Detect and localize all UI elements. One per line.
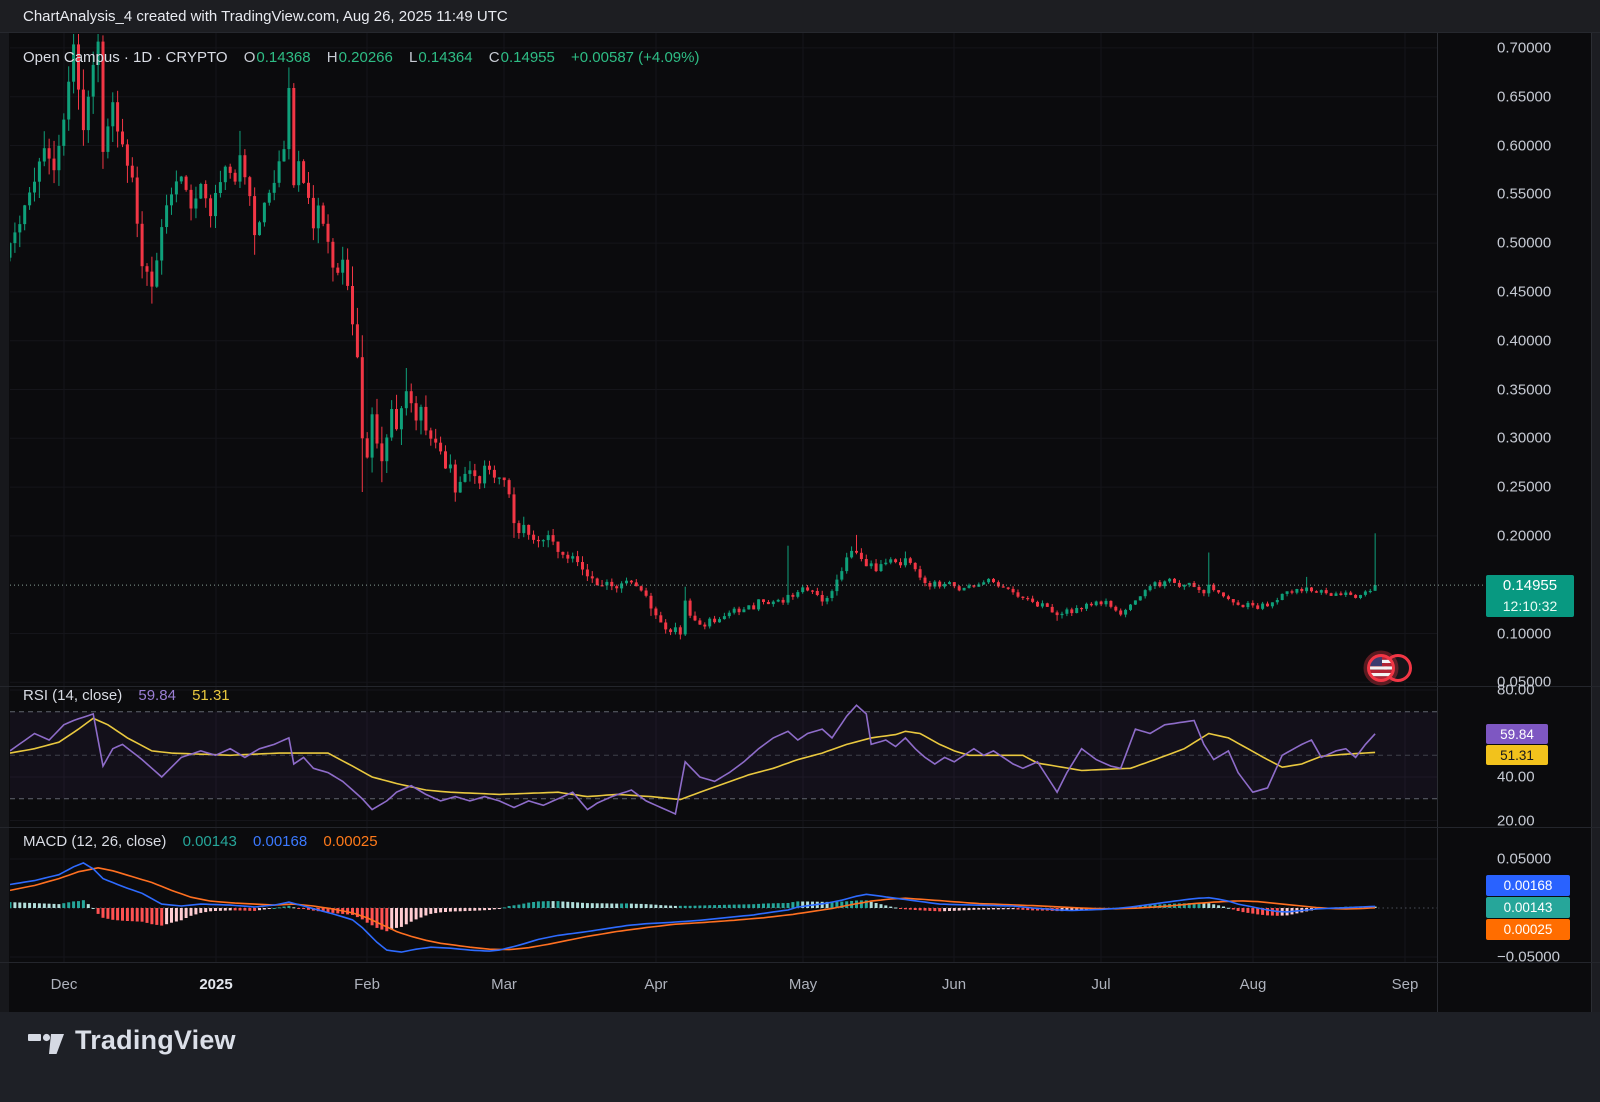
close-value: 0.14955 [500,49,555,66]
symbol-meta: · 1D · CRYPTO [119,49,228,66]
rsi-ma-line [10,717,1376,801]
tradingview-logo-icon [28,1033,64,1054]
price-axis-border [1437,33,1438,1012]
grid-lines [10,33,1437,962]
symbol-legend[interactable]: Open Campus · 1D · CRYPTO O0.14368 H0.20… [23,49,699,66]
macd-signal-line [10,866,1376,951]
tradingview-logo[interactable]: TradingView [28,1025,236,1056]
low-value: 0.14364 [418,49,473,66]
macd-plot [10,862,1377,953]
chart-title: ChartAnalysis_4 created with TradingView… [23,8,508,25]
panel-separator-rsi[interactable] [0,686,1600,687]
low-label: L [409,49,418,66]
rsi-value: 59.84 [138,687,176,704]
tradingview-logo-text: TradingView [75,1025,236,1055]
change-value: +0.00587 (+4.09%) [571,49,700,66]
last-price-badge: 0.14955 12:10:32 [1486,575,1574,617]
open-value: 0.14368 [256,49,311,66]
symbol-name[interactable]: Open Campus [23,49,120,66]
candles [10,34,1377,640]
macd-line-value: 0.00168 [252,833,308,850]
high-value: 0.20266 [338,49,393,66]
rsi-title[interactable]: RSI (14, close) [23,687,123,704]
macd-hist-value-badge: 0.00143 [1486,897,1570,918]
last-price-value: 0.14955 [1502,577,1558,594]
us-flag-icon [1369,656,1393,680]
macd-hist-value: 0.00143 [182,833,237,850]
macd-line [10,862,1376,953]
right-scroll-strip[interactable] [1591,33,1600,1012]
rsi-plot [10,704,1376,816]
macd-signal-value: 0.00025 [323,833,378,850]
candle-countdown: 12:10:32 [1502,598,1558,614]
high-label: H [326,49,338,66]
macd-value-badge: 0.00168 [1486,875,1570,896]
rsi-legend[interactable]: RSI (14, close) 59.84 51.31 [23,687,230,704]
rsi-ma-value: 51.31 [192,687,230,704]
open-label: O [243,49,256,66]
rsi-line [10,704,1376,816]
panel-separator-macd[interactable] [0,827,1600,828]
macd-title[interactable]: MACD (12, 26, close) [23,833,167,850]
flag-event-marker[interactable] [1363,650,1412,686]
window-title-bar: ChartAnalysis_4 created with TradingView… [0,0,1600,33]
footer: TradingView [0,1012,1600,1102]
close-label: C [488,49,500,66]
left-gutter [0,33,9,1012]
macd-legend[interactable]: MACD (12, 26, close) 0.00143 0.00168 0.0… [23,833,378,850]
rsi-ma-value-badge: 51.31 [1486,745,1548,765]
rsi-value-badge: 59.84 [1486,724,1548,744]
panel-separator-timeaxis [0,962,1600,963]
macd-signal-value-badge: 0.00025 [1486,919,1570,940]
